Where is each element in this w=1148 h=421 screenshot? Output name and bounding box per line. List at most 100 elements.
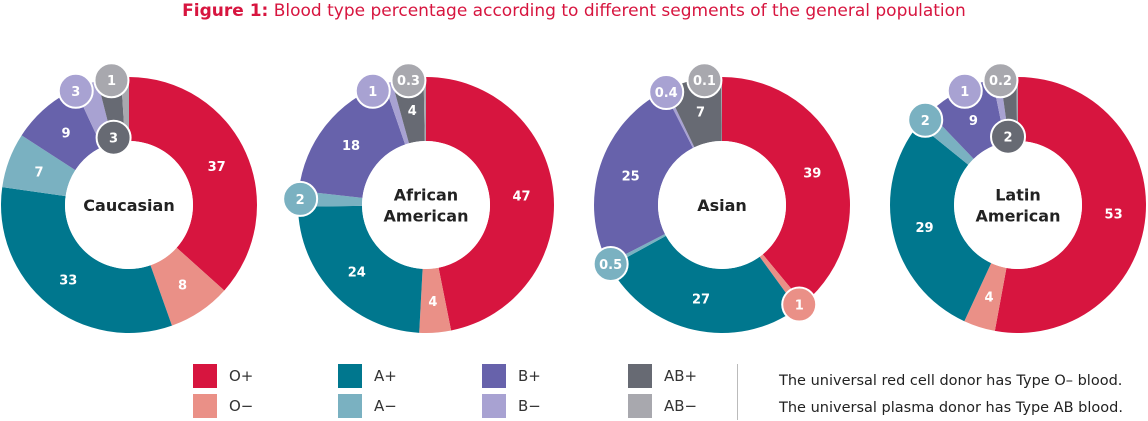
callout-bubble: [648, 74, 685, 111]
segment-AB−: [423, 77, 426, 142]
value-label: 33: [59, 273, 77, 288]
figure-title-prefix: Figure 1:: [182, 1, 269, 21]
legend-swatch: [338, 394, 362, 418]
legend-item: B−: [482, 394, 541, 418]
value-label: 25: [622, 169, 640, 184]
value-label: 37: [208, 160, 226, 175]
value-label: 27: [692, 293, 710, 308]
value-label: 18: [342, 139, 360, 154]
value-label: 24: [348, 266, 366, 281]
legend-item: O−: [193, 394, 253, 418]
legend-swatch: [482, 364, 506, 388]
donut-center-label: Latin: [995, 186, 1041, 205]
donut-hole: [954, 141, 1082, 269]
callout-bubble: [282, 180, 319, 217]
value-label: 1: [107, 74, 116, 89]
segment-B+: [929, 79, 1006, 159]
donut-center-label: African: [394, 186, 458, 205]
callout-bubble: [990, 118, 1027, 155]
donut-hole: [65, 141, 193, 269]
legend-label: B−: [518, 397, 541, 415]
legend-label: A−: [374, 397, 397, 415]
segment-A+: [298, 205, 423, 333]
value-label: 53: [1105, 208, 1123, 223]
segment-B+: [21, 88, 103, 171]
segment-O−: [964, 263, 1007, 331]
segment-A−: [2, 135, 76, 197]
legend-swatch: [628, 394, 652, 418]
value-label: 39: [803, 166, 821, 181]
callout-bubble: [686, 62, 723, 99]
legend-label: O+: [229, 367, 254, 385]
legend-item: A+: [338, 364, 397, 388]
callout-bubble: [57, 72, 94, 109]
segment-O+: [994, 77, 1146, 333]
segment-B+: [298, 83, 406, 198]
donut-asian: Asian 39 1 27 0.5 25 0.4 7 0.1: [592, 62, 850, 333]
value-label: 3: [71, 85, 80, 100]
callout-bubble: [946, 72, 983, 109]
value-label: 1: [795, 299, 804, 314]
value-label: 0.2: [989, 74, 1012, 89]
value-label: 0.1: [693, 74, 716, 89]
value-label: 9: [62, 127, 71, 142]
legend-item: AB+: [628, 364, 697, 388]
figure-title-text: Blood type percentage according to diffe…: [268, 1, 966, 21]
note-plasma-donor: The universal plasma donor has Type AB b…: [779, 400, 1123, 416]
segment-O−: [150, 247, 225, 326]
value-label: 1: [368, 85, 377, 100]
legend-label: O−: [229, 397, 254, 415]
legend-swatch: [338, 364, 362, 388]
legend-swatch: [482, 394, 506, 418]
legend-swatch: [628, 364, 652, 388]
value-label: 47: [512, 190, 530, 205]
segment-B+: [594, 90, 693, 264]
legend-item: AB−: [628, 394, 697, 418]
callout-bubble: [354, 72, 391, 109]
figure-title: Figure 1: Blood type percentage accordin…: [0, 0, 1148, 22]
value-label: 2: [1004, 131, 1013, 146]
donut-center-label: American: [976, 207, 1061, 226]
donut-center-label: American: [384, 207, 469, 226]
donut-hole: [658, 141, 786, 269]
segment-AB−: [721, 77, 722, 142]
value-label: 4: [428, 295, 437, 310]
donut-center-label: Asian: [697, 196, 747, 215]
value-label: 0.5: [599, 258, 622, 273]
value-label: 7: [696, 105, 705, 120]
legend-label: AB−: [664, 397, 698, 415]
value-label: 4: [984, 291, 993, 306]
legend-item: B+: [482, 364, 541, 388]
callout-bubble: [95, 119, 132, 156]
segment-A+: [609, 235, 798, 333]
value-label: 8: [178, 279, 187, 294]
value-label: 2: [296, 193, 305, 208]
donut-african-american: African American 47 4 24 2 18 1 4 0.3: [282, 62, 555, 333]
legend-label: B+: [518, 367, 541, 385]
legend-label: AB+: [664, 367, 698, 385]
segment-O+: [426, 77, 555, 331]
note-red-cell-donor: The universal red cell donor has Type O–…: [779, 373, 1123, 389]
callout-bubble: [592, 245, 629, 282]
legend-item: A−: [338, 394, 397, 418]
segment-O+: [129, 77, 257, 291]
value-label: 7: [35, 165, 44, 180]
callout-bubble: [781, 286, 818, 323]
segment-B−: [384, 81, 409, 145]
segment-A+: [890, 124, 992, 322]
segment-O−: [419, 267, 452, 333]
value-label: 0.4: [655, 86, 678, 101]
segment-O+: [722, 77, 850, 304]
value-label: 9: [969, 114, 978, 129]
legend-divider: [737, 364, 738, 420]
segment-A+: [1, 187, 172, 333]
value-label: 2: [921, 114, 930, 129]
value-label: 3: [109, 132, 118, 147]
callout-bubble: [93, 62, 130, 99]
legend-swatch: [193, 364, 217, 388]
callout-bubble: [982, 62, 1019, 99]
legend-swatch: [193, 394, 217, 418]
value-label: 4: [408, 104, 417, 119]
